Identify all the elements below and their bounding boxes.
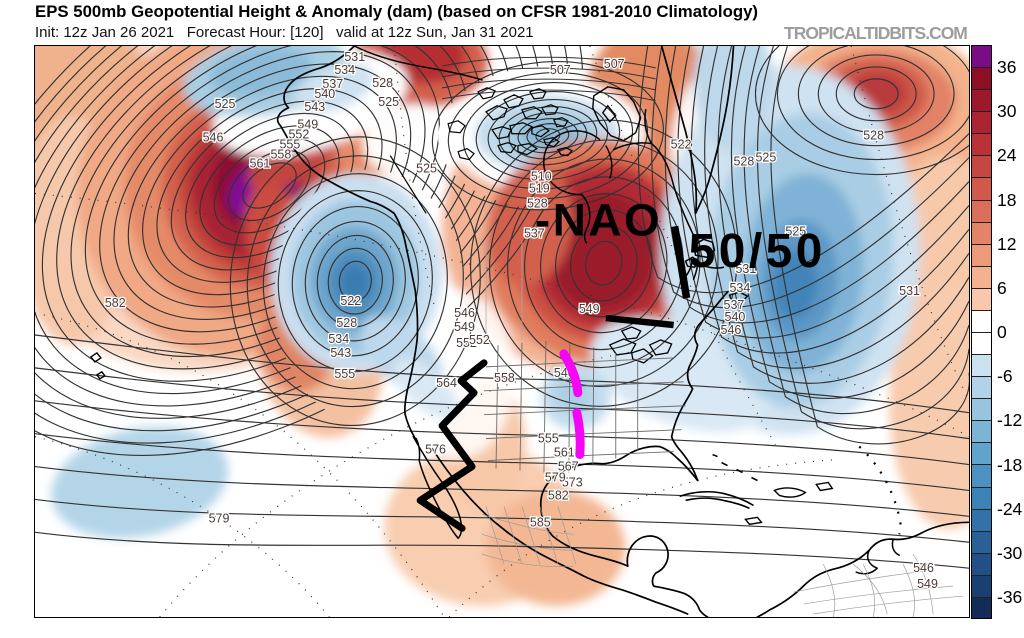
- svg-text:585: 585: [530, 515, 551, 529]
- svg-text:540: 540: [314, 87, 335, 101]
- svg-text:537: 537: [524, 226, 545, 240]
- svg-text:549: 549: [297, 118, 318, 132]
- svg-text:50/50: 50/50: [689, 225, 826, 278]
- svg-text:528: 528: [734, 155, 755, 169]
- svg-text:564: 564: [436, 376, 457, 390]
- svg-text:567: 567: [558, 460, 579, 474]
- svg-text:531: 531: [344, 50, 365, 64]
- svg-text:-NAO: -NAO: [535, 193, 662, 245]
- svg-text:525: 525: [785, 224, 806, 238]
- svg-text:519: 519: [529, 181, 550, 195]
- svg-text:534: 534: [730, 281, 751, 295]
- svg-text:528: 528: [863, 129, 884, 143]
- svg-text:549: 549: [579, 302, 600, 316]
- svg-text:531: 531: [899, 284, 920, 298]
- svg-text:507: 507: [604, 57, 625, 71]
- svg-text:555: 555: [538, 432, 559, 446]
- svg-text:582: 582: [105, 296, 126, 310]
- svg-text:528: 528: [527, 196, 548, 210]
- svg-text:537: 537: [724, 298, 745, 312]
- svg-text:522: 522: [671, 138, 692, 152]
- svg-text:546: 546: [454, 306, 475, 320]
- svg-text:576: 576: [425, 443, 446, 457]
- svg-text:549: 549: [917, 577, 938, 591]
- svg-text:540: 540: [725, 310, 746, 324]
- svg-text:546: 546: [203, 131, 224, 145]
- svg-text:582: 582: [548, 488, 569, 502]
- svg-text:528: 528: [336, 316, 357, 330]
- svg-text:537: 537: [322, 77, 343, 91]
- svg-text:579: 579: [545, 470, 566, 484]
- svg-text:525: 525: [378, 95, 399, 109]
- svg-text:573: 573: [562, 475, 583, 489]
- svg-text:525: 525: [416, 162, 437, 176]
- svg-text:579: 579: [209, 511, 230, 525]
- svg-text:507: 507: [550, 63, 571, 77]
- svg-text:531: 531: [736, 262, 757, 276]
- svg-text:549: 549: [454, 320, 475, 334]
- svg-text:510: 510: [531, 170, 552, 184]
- svg-text:543: 543: [330, 346, 351, 360]
- svg-text:552: 552: [456, 336, 477, 350]
- svg-text:522: 522: [340, 294, 361, 308]
- svg-text:525: 525: [215, 97, 236, 111]
- svg-text:525: 525: [755, 151, 776, 165]
- svg-text:558: 558: [270, 148, 291, 162]
- svg-text:528: 528: [372, 76, 393, 90]
- svg-text:546: 546: [913, 561, 934, 575]
- svg-text:546: 546: [721, 323, 742, 337]
- svg-text:555: 555: [334, 367, 355, 381]
- svg-text:534: 534: [328, 332, 349, 346]
- svg-text:552: 552: [469, 333, 490, 347]
- svg-text:552: 552: [288, 128, 309, 142]
- svg-text:555: 555: [279, 138, 300, 152]
- svg-text:534: 534: [334, 63, 355, 77]
- svg-text:561: 561: [250, 157, 271, 171]
- svg-text:561: 561: [554, 446, 575, 460]
- svg-text:543: 543: [304, 100, 325, 114]
- svg-text:558: 558: [494, 371, 515, 385]
